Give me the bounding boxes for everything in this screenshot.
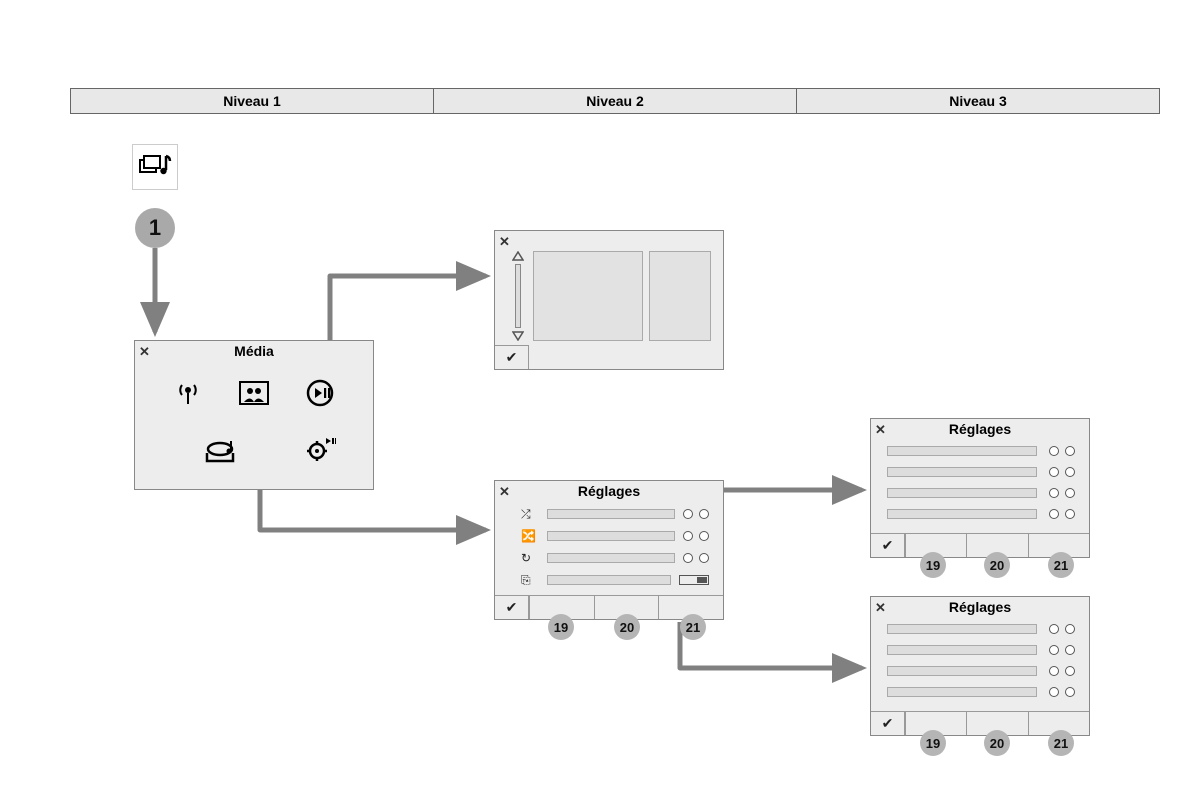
- row-bar: [887, 446, 1037, 456]
- media-panel: ✕ Média: [134, 340, 374, 490]
- settings-gear-play-icon[interactable]: [304, 434, 336, 469]
- tab-badge-20: 20: [614, 614, 640, 640]
- shuffle-icon: 🔀: [521, 529, 539, 543]
- radio-option[interactable]: [1049, 645, 1059, 655]
- radio-option[interactable]: [1049, 488, 1059, 498]
- tab-badge-21: 21: [680, 614, 706, 640]
- tab-badge-20: 20: [984, 730, 1010, 756]
- close-icon[interactable]: ✕: [499, 234, 510, 250]
- radio-option[interactable]: [683, 531, 693, 541]
- tab-badge-19: 19: [548, 614, 574, 640]
- play-pause-circle-icon[interactable]: [305, 378, 335, 413]
- media-panel-title: Média: [135, 343, 373, 359]
- settings-title: Réglages: [871, 421, 1089, 437]
- selection-side-box[interactable]: [649, 251, 711, 341]
- tab-badge-19: 19: [920, 730, 946, 756]
- settings-row: ⤮: [521, 505, 709, 523]
- selection-panel: ✕ ✔: [494, 230, 724, 370]
- settings-row: [887, 621, 1075, 637]
- settings-row: ⎘: [521, 571, 709, 589]
- row-bar: [887, 645, 1037, 655]
- scroll-slider[interactable]: [511, 251, 525, 341]
- tab-badge-20: 20: [984, 552, 1010, 578]
- settings-row: ↻: [521, 549, 709, 567]
- settings-row: [887, 464, 1075, 480]
- up-triangle-icon: [512, 251, 524, 261]
- toggle-box[interactable]: [679, 575, 709, 585]
- confirm-check-icon[interactable]: ✔: [871, 533, 905, 557]
- settings-rows: ⤮ 🔀 ↻ ⎘: [521, 505, 709, 589]
- settings-rows: [887, 621, 1075, 705]
- radio-option[interactable]: [1065, 687, 1075, 697]
- shuffle-all-icon: ⤮: [521, 507, 539, 522]
- selection-main-box[interactable]: [533, 251, 643, 341]
- photo-people-icon[interactable]: [238, 380, 270, 411]
- settings-panel-r2: ✕ Réglages ✔: [870, 596, 1090, 736]
- confirm-check-icon[interactable]: ✔: [495, 345, 529, 369]
- radio-option[interactable]: [683, 509, 693, 519]
- row-radios: [683, 553, 709, 563]
- radio-option[interactable]: [1065, 645, 1075, 655]
- row-bar: [547, 509, 675, 519]
- radio-option[interactable]: [1049, 467, 1059, 477]
- confirm-check-icon[interactable]: ✔: [495, 595, 529, 619]
- usb-icon: ⎘: [521, 573, 539, 588]
- tab-badge-21: 21: [1048, 552, 1074, 578]
- settings-row: [887, 485, 1075, 501]
- radio-option[interactable]: [1065, 666, 1075, 676]
- row-bar: [547, 531, 675, 541]
- radio-option[interactable]: [1065, 509, 1075, 519]
- radio-option[interactable]: [1049, 446, 1059, 456]
- confirm-check-icon[interactable]: ✔: [871, 711, 905, 735]
- settings-row: [887, 443, 1075, 459]
- row-bar: [887, 666, 1037, 676]
- tab-badge-19: 19: [920, 552, 946, 578]
- radio-option[interactable]: [1065, 467, 1075, 477]
- row-bar: [547, 575, 671, 585]
- radio-option[interactable]: [699, 531, 709, 541]
- radio-option[interactable]: [683, 553, 693, 563]
- row-bar: [887, 509, 1037, 519]
- row-bar: [887, 687, 1037, 697]
- settings-panel-r1: ✕ Réglages ✔: [870, 418, 1090, 558]
- settings-panel-mid: ✕ Réglages ⤮ 🔀 ↻ ⎘ ✔: [494, 480, 724, 620]
- radio-option[interactable]: [1065, 488, 1075, 498]
- row-radios: [683, 531, 709, 541]
- settings-row: 🔀: [521, 527, 709, 545]
- radio-option[interactable]: [699, 509, 709, 519]
- repeat-icon: ↻: [521, 551, 539, 565]
- tab-badge-21: 21: [1048, 730, 1074, 756]
- settings-row: [887, 684, 1075, 700]
- row-bar: [887, 467, 1037, 477]
- settings-row: [887, 663, 1075, 679]
- broadcast-icon[interactable]: [173, 378, 203, 413]
- radio-option[interactable]: [699, 553, 709, 563]
- down-triangle-icon: [512, 331, 524, 341]
- radio-option[interactable]: [1065, 446, 1075, 456]
- media-icons-grid: [155, 367, 353, 479]
- row-bar: [887, 624, 1037, 634]
- radio-option[interactable]: [1049, 509, 1059, 519]
- settings-title: Réglages: [871, 599, 1089, 615]
- settings-row: [887, 506, 1075, 522]
- settings-title: Réglages: [495, 483, 723, 499]
- settings-rows: [887, 443, 1075, 527]
- settings-row: [887, 642, 1075, 658]
- radio-option[interactable]: [1065, 624, 1075, 634]
- radio-option[interactable]: [1049, 666, 1059, 676]
- radio-option[interactable]: [1049, 687, 1059, 697]
- slider-track: [515, 264, 521, 328]
- disc-drive-music-icon[interactable]: [203, 435, 239, 468]
- radio-option[interactable]: [1049, 624, 1059, 634]
- row-bar: [547, 553, 675, 563]
- row-radios: [683, 509, 709, 519]
- row-bar: [887, 488, 1037, 498]
